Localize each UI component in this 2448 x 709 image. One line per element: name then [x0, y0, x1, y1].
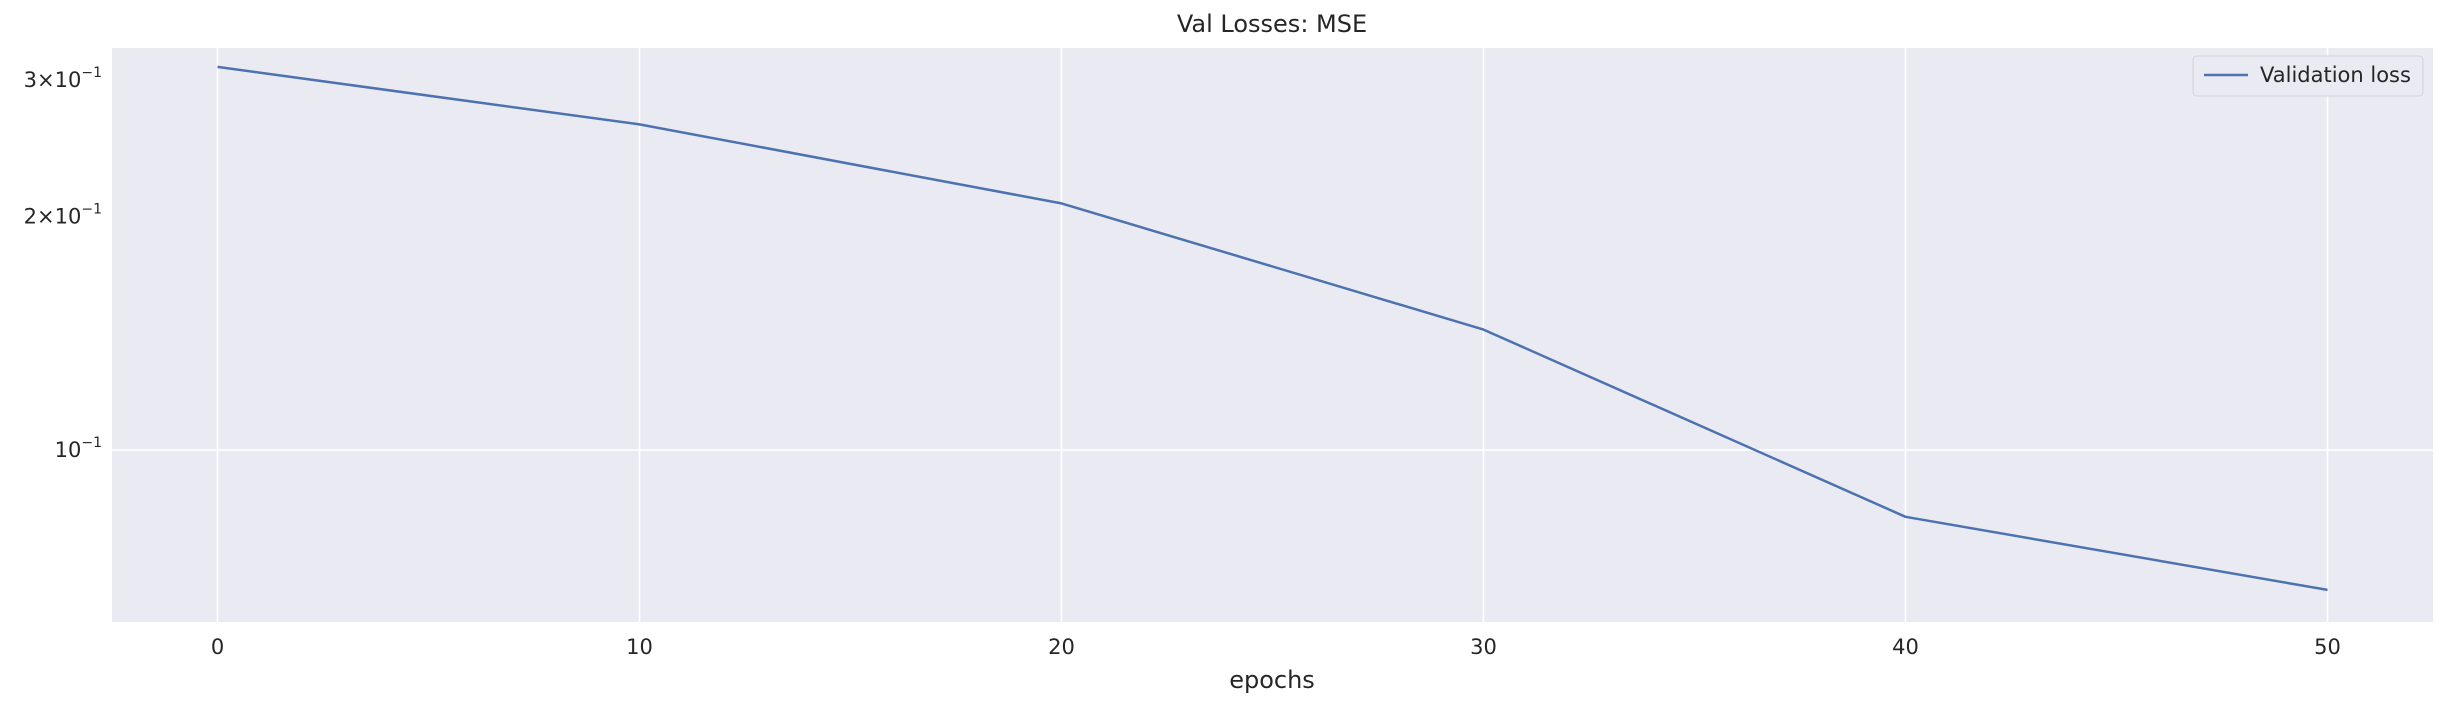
x-tick-label: 50 — [2314, 635, 2341, 659]
legend: Validation loss — [2192, 55, 2424, 97]
series-line-validation-loss — [217, 65, 2328, 592]
grid — [112, 48, 2433, 622]
x-tick-labels: 0 10 20 30 40 50 — [211, 635, 2341, 659]
legend-box — [2192, 55, 2424, 97]
x-axis-label: epochs — [1229, 666, 1315, 694]
plot-background — [112, 48, 2433, 622]
x-tick-label: 10 — [626, 635, 653, 659]
y-tick-label: 3×10−1 — [24, 65, 102, 92]
chart-title: Val Losses: MSE — [1177, 10, 1367, 38]
x-tick-label: 30 — [1470, 635, 1497, 659]
x-tick-label: 20 — [1048, 635, 1075, 659]
x-tick-label: 40 — [1892, 635, 1919, 659]
x-tick-label: 0 — [211, 635, 224, 659]
legend-label-validation-loss: Validation loss — [2260, 63, 2411, 87]
y-tick-labels: 3×10−1 2×10−1 10−1 — [24, 65, 102, 462]
series-lines — [217, 65, 2328, 592]
y-tick-label: 10−1 — [55, 435, 102, 462]
y-tick-label: 2×10−1 — [24, 202, 102, 229]
